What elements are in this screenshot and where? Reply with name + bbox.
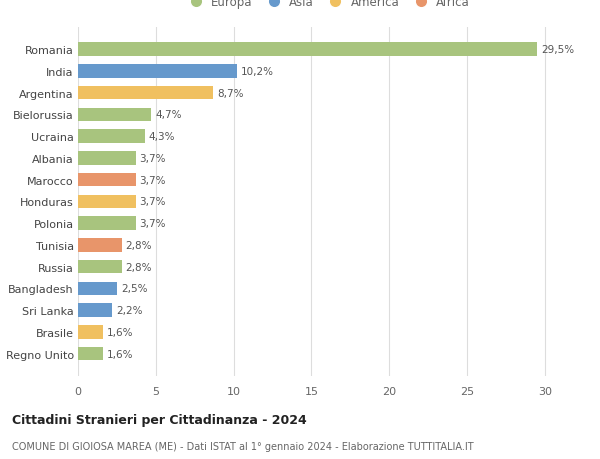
Bar [78,174,136,187]
Text: 3,7%: 3,7% [139,197,166,207]
Bar [78,282,117,296]
Text: 1,6%: 1,6% [107,349,133,359]
Bar [78,260,122,274]
Text: 4,7%: 4,7% [155,110,182,120]
Bar [78,217,136,230]
Text: 3,7%: 3,7% [139,175,166,185]
Legend: Europa, Asia, America, Africa: Europa, Asia, America, Africa [179,0,475,14]
Bar [78,325,103,339]
Bar [78,108,151,122]
Text: 29,5%: 29,5% [541,45,574,55]
Bar [78,87,214,100]
Bar [78,152,136,165]
Text: COMUNE DI GIOIOSA MAREA (ME) - Dati ISTAT al 1° gennaio 2024 - Elaborazione TUTT: COMUNE DI GIOIOSA MAREA (ME) - Dati ISTA… [12,441,473,451]
Text: 10,2%: 10,2% [241,67,274,77]
Bar [78,44,537,57]
Text: Cittadini Stranieri per Cittadinanza - 2024: Cittadini Stranieri per Cittadinanza - 2… [12,413,307,426]
Text: 3,7%: 3,7% [139,154,166,163]
Bar [78,347,103,360]
Text: 2,5%: 2,5% [121,284,147,294]
Text: 3,7%: 3,7% [139,218,166,229]
Text: 8,7%: 8,7% [217,89,244,99]
Text: 2,2%: 2,2% [116,305,143,315]
Text: 4,3%: 4,3% [149,132,175,142]
Bar [78,130,145,144]
Bar [78,195,136,209]
Text: 2,8%: 2,8% [125,262,152,272]
Bar [78,304,112,317]
Text: 1,6%: 1,6% [107,327,133,337]
Bar [78,65,237,78]
Text: 2,8%: 2,8% [125,241,152,250]
Bar [78,239,122,252]
